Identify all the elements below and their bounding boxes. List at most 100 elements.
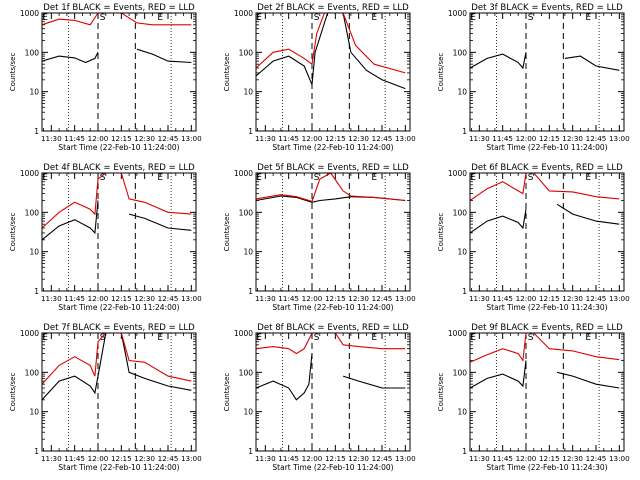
x-tick-label: 12:30 xyxy=(134,294,155,303)
phase-annotation: E xyxy=(585,13,591,23)
y-tick-label: 100 xyxy=(239,368,254,377)
phase-annotation: E xyxy=(42,173,48,183)
x-tick-label: 11:30 xyxy=(41,294,62,303)
y-tick-label: 1000 xyxy=(234,169,253,178)
y-tick-label: 100 xyxy=(25,208,40,217)
y-tick-label: 10 xyxy=(29,408,39,417)
phase-annotation: S xyxy=(528,13,534,23)
x-tick-label: 12:45 xyxy=(372,134,393,143)
phase-annotation: E xyxy=(470,333,476,343)
lld-series-line xyxy=(469,172,620,201)
y-tick-label: 100 xyxy=(25,48,40,57)
panel-title: Det 1f BLACK = Events, RED = LLD xyxy=(43,3,195,13)
phase-annotation: E xyxy=(371,333,377,343)
lld-series-line xyxy=(41,332,192,385)
x-axis-label: Start Time (22-Feb-10 11:24:30) xyxy=(486,303,607,312)
lld-series-line xyxy=(41,12,192,26)
x-tick-label: 12:45 xyxy=(158,294,179,303)
x-tick-label: 12:00 xyxy=(302,134,323,143)
detector-panel: Det 7f BLACK = Events, RED = LLD Counts/s… xyxy=(9,323,202,472)
x-tick-label: 11:30 xyxy=(41,134,62,143)
x-tick-label: 13:00 xyxy=(609,454,630,463)
y-tick-label: 10 xyxy=(243,408,253,417)
phase-annotation: S xyxy=(100,333,106,343)
detector-panel: Det 3f BLACK = Events, RED = LLD Counts/s… xyxy=(437,3,630,152)
y-tick-label: 100 xyxy=(453,208,468,217)
events-series-line xyxy=(469,203,620,234)
y-tick-label: 10 xyxy=(457,408,467,417)
x-tick-label: 12:00 xyxy=(88,134,109,143)
x-tick-label: 13:00 xyxy=(181,454,202,463)
x-tick-label: 13:00 xyxy=(609,294,630,303)
phase-annotation: E xyxy=(585,333,591,343)
y-tick-label: 1 xyxy=(462,127,467,136)
detector-panel: Det 8f BLACK = Events, RED = LLD Counts/s… xyxy=(223,323,416,472)
phase-annotation: E xyxy=(470,173,476,183)
x-axis-label: Start Time (22-Feb-10 11:24:00) xyxy=(272,463,393,472)
y-tick-label: 10 xyxy=(29,248,39,257)
y-tick-label: 1 xyxy=(34,127,39,136)
x-tick-label: 12:15 xyxy=(111,294,132,303)
panel-title: Det 4f BLACK = Events, RED = LLD xyxy=(43,163,195,173)
x-tick-label: 12:15 xyxy=(325,134,346,143)
x-tick-label: 11:30 xyxy=(255,134,276,143)
panel-title: Det 2f BLACK = Events, RED = LLD xyxy=(257,3,409,13)
y-tick-label: 100 xyxy=(25,368,40,377)
x-tick-label: 11:30 xyxy=(255,294,276,303)
plot-frame xyxy=(469,332,625,452)
y-axis-label: Counts/sec xyxy=(437,213,445,252)
plot-frame xyxy=(469,172,625,292)
lld-series-line xyxy=(255,12,406,74)
y-axis-label: Counts/sec xyxy=(437,373,445,412)
phase-annotation: E xyxy=(256,173,262,183)
y-tick-label: 1 xyxy=(34,447,39,456)
events-series-line xyxy=(255,353,406,401)
x-tick-label: 11:45 xyxy=(64,134,85,143)
detector-panel: Det 9f BLACK = Events, RED = LLD Counts/s… xyxy=(437,323,630,472)
x-tick-label: 12:30 xyxy=(562,454,583,463)
y-tick-label: 1000 xyxy=(448,329,467,338)
detector-panel: Det 6f BLACK = Events, RED = LLD Counts/s… xyxy=(437,163,630,312)
x-tick-label: 11:30 xyxy=(255,454,276,463)
phase-annotation: S xyxy=(314,13,320,23)
x-tick-label: 12:00 xyxy=(302,454,323,463)
x-tick-label: 11:45 xyxy=(64,454,85,463)
panel-title: Det 3f BLACK = Events, RED = LLD xyxy=(471,3,623,13)
y-tick-label: 10 xyxy=(243,88,253,97)
lld-series-line xyxy=(255,172,406,203)
y-tick-label: 1000 xyxy=(20,9,39,18)
x-tick-label: 12:00 xyxy=(88,454,109,463)
x-tick-label: 12:45 xyxy=(586,454,607,463)
events-series-line xyxy=(469,52,620,71)
events-series-line xyxy=(41,200,192,241)
detector-panel: Det 5f BLACK = Events, RED = LLD Counts/s… xyxy=(223,163,416,312)
x-tick-label: 12:15 xyxy=(111,134,132,143)
phase-annotation: S xyxy=(528,173,534,183)
panel-title: Det 9f BLACK = Events, RED = LLD xyxy=(471,323,623,333)
x-tick-label: 11:30 xyxy=(469,134,490,143)
phase-annotation: E xyxy=(585,173,591,183)
phase-annotation: E xyxy=(470,13,476,23)
detector-panel: Det 1f BLACK = Events, RED = LLD Counts/s… xyxy=(9,3,202,152)
x-tick-label: 11:30 xyxy=(469,454,490,463)
events-series-line xyxy=(469,360,620,389)
lld-series-line xyxy=(255,332,406,355)
x-tick-label: 12:30 xyxy=(562,294,583,303)
x-axis-label: Start Time (22-Feb-10 11:24:30) xyxy=(486,463,607,472)
y-tick-label: 1000 xyxy=(448,169,467,178)
events-series-line xyxy=(41,332,192,401)
y-tick-label: 10 xyxy=(457,88,467,97)
phase-annotation: S xyxy=(100,173,106,183)
x-axis-label: Start Time (22-Feb-10 11:24:00) xyxy=(486,143,607,152)
panel-title: Det 5f BLACK = Events, RED = LLD xyxy=(257,163,409,173)
x-tick-label: 11:45 xyxy=(278,454,299,463)
x-tick-label: 12:30 xyxy=(134,454,155,463)
plot-frame xyxy=(41,172,197,292)
x-tick-label: 13:00 xyxy=(181,294,202,303)
phase-annotation: E xyxy=(256,333,262,343)
x-axis-label: Start Time (22-Feb-10 11:24:00) xyxy=(272,303,393,312)
x-tick-label: 11:45 xyxy=(492,294,513,303)
x-tick-label: 11:45 xyxy=(492,454,513,463)
plot-frame xyxy=(469,12,625,132)
y-tick-label: 1 xyxy=(248,447,253,456)
